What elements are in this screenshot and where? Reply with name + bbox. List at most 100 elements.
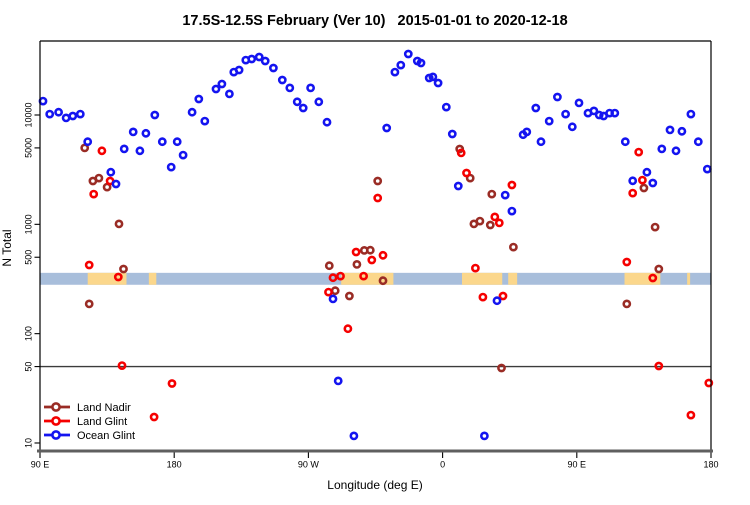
data-point <box>416 58 426 68</box>
data-point <box>567 122 577 132</box>
data-point <box>497 363 506 373</box>
data-point <box>654 361 664 371</box>
series-land-glint <box>84 146 714 422</box>
data-point <box>628 188 638 198</box>
data-point <box>509 242 518 252</box>
y-tick-label: 500 <box>24 250 34 265</box>
x-tick-label: 90 E <box>568 460 587 470</box>
data-point <box>507 180 517 190</box>
data-point <box>367 255 377 265</box>
data-point <box>84 260 94 270</box>
data-point <box>178 150 188 160</box>
data-point <box>378 250 388 260</box>
y-tick-label: 1000 <box>24 214 34 234</box>
data-point <box>396 60 406 70</box>
data-point <box>141 128 151 138</box>
x-tick-label: 0 <box>440 460 445 470</box>
data-point <box>172 137 182 147</box>
data-point <box>594 110 604 120</box>
data-point <box>479 431 489 441</box>
data-point <box>507 206 517 216</box>
data-point <box>200 116 210 126</box>
data-point <box>285 83 295 93</box>
data-point <box>292 97 302 107</box>
data-point <box>428 72 438 82</box>
data-point <box>119 264 128 274</box>
data-point <box>277 75 287 85</box>
data-point <box>254 52 264 62</box>
data-point <box>490 212 500 222</box>
data-point <box>75 109 85 119</box>
x-axis-label: Longitude (deg E) <box>327 478 422 492</box>
series-ocean-glint <box>38 49 712 441</box>
data-point <box>150 110 160 120</box>
data-point <box>45 109 55 119</box>
legend-label-ocean-glint: Ocean Glint <box>77 430 135 442</box>
data-point <box>456 148 466 158</box>
data-point <box>671 146 681 156</box>
y-axis-label: N Total <box>0 229 14 266</box>
map-band-land <box>508 272 518 285</box>
data-point <box>157 137 167 147</box>
data-point <box>97 146 107 156</box>
data-point <box>224 89 234 99</box>
data-point <box>475 216 485 226</box>
data-point <box>686 109 696 119</box>
data-point <box>677 126 687 136</box>
data-point <box>352 259 362 269</box>
data-point <box>54 107 63 117</box>
data-point <box>324 261 334 271</box>
y-tick-label: 10 <box>24 438 34 448</box>
data-point <box>589 106 599 116</box>
x-tick-label: 180 <box>167 460 182 470</box>
legend-label-land-glint: Land Glint <box>77 416 127 428</box>
data-point <box>373 176 383 186</box>
data-point <box>373 193 383 203</box>
map-band-land <box>461 272 503 285</box>
data-point <box>365 245 375 255</box>
data-point <box>620 137 630 147</box>
data-point <box>119 144 129 154</box>
data-point <box>638 175 647 185</box>
data-point <box>447 129 457 139</box>
data-point <box>487 189 497 199</box>
data-point <box>234 65 244 75</box>
data-point <box>343 324 353 334</box>
data-point <box>639 183 649 193</box>
y-tick-label: 5000 <box>24 138 34 158</box>
data-point <box>217 79 227 89</box>
data-point <box>89 189 99 199</box>
data-point <box>349 431 359 441</box>
data-point <box>378 276 388 286</box>
data-point <box>336 271 345 281</box>
data-point <box>622 257 632 267</box>
data-point <box>485 220 495 230</box>
data-point <box>498 291 508 301</box>
y-tick-label: 100 <box>24 326 34 341</box>
data-point <box>642 167 652 177</box>
data-points <box>38 49 714 441</box>
data-point <box>648 273 658 283</box>
data-point <box>654 264 664 274</box>
data-point <box>344 291 354 301</box>
data-point <box>531 103 541 113</box>
x-tick-label: 90 W <box>298 460 320 470</box>
chart-title: 17.5S-12.5S February (Ver 10) 2015-01-01… <box>182 13 567 29</box>
data-point <box>106 167 116 177</box>
data-point <box>492 296 502 306</box>
data-point <box>574 98 584 108</box>
data-point <box>117 361 127 370</box>
map-band-land <box>87 272 127 285</box>
data-point <box>351 247 361 257</box>
legend-item-land-glint: Land Glint <box>44 416 127 428</box>
data-point <box>260 56 270 66</box>
data-point <box>650 222 660 232</box>
data-point <box>135 146 145 156</box>
data-point <box>84 299 94 309</box>
map-band-land <box>687 272 691 285</box>
data-point <box>328 294 338 304</box>
data-point <box>522 127 532 137</box>
data-point <box>470 263 480 273</box>
data-point <box>359 271 368 281</box>
